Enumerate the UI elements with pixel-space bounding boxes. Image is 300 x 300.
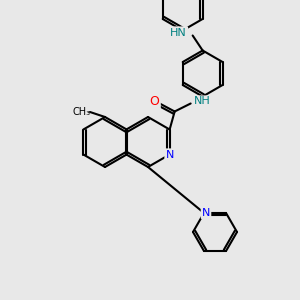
Text: N: N bbox=[202, 208, 210, 218]
Text: NH: NH bbox=[194, 97, 211, 106]
Text: HN: HN bbox=[170, 28, 187, 38]
Text: O: O bbox=[150, 95, 160, 108]
Text: N: N bbox=[166, 149, 174, 160]
Text: CH₃: CH₃ bbox=[73, 107, 91, 117]
